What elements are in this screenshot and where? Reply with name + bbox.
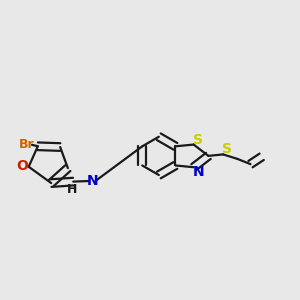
Text: H: H (67, 183, 77, 196)
Text: N: N (192, 165, 204, 179)
Text: S: S (193, 133, 203, 147)
Text: O: O (16, 159, 28, 173)
Text: S: S (222, 142, 232, 156)
Text: N: N (87, 174, 98, 188)
Text: Br: Br (19, 138, 34, 151)
